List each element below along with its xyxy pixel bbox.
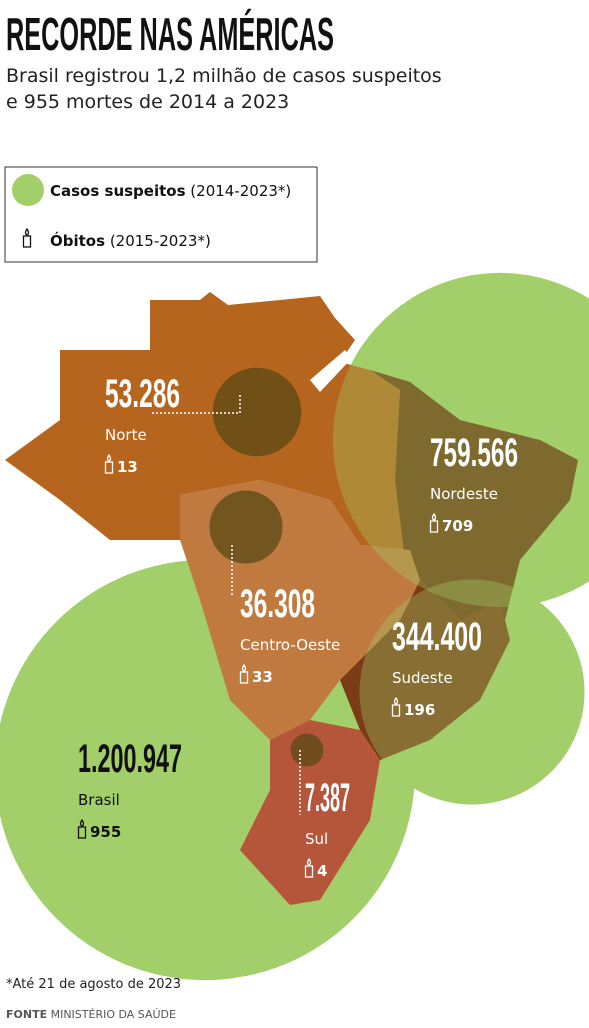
region-sul <box>240 720 380 905</box>
candle-icon <box>239 663 249 684</box>
region-name: Centro-Oeste <box>240 636 340 654</box>
region-name: Sul <box>305 830 328 848</box>
source: FONTE MINISTÉRIO DA SAÚDE <box>6 1008 176 1021</box>
death-count: 196 <box>404 701 435 719</box>
legend-box <box>4 166 318 263</box>
region-sudeste <box>340 580 510 760</box>
coast-detail <box>310 350 352 392</box>
candle-flame <box>79 818 85 827</box>
case-count: 7.387 <box>305 776 350 820</box>
candle-icon <box>77 818 87 839</box>
region-norte <box>5 292 410 550</box>
legend-swatch <box>12 174 44 206</box>
death-count: 709 <box>442 517 473 535</box>
region-name: Nordeste <box>430 485 498 503</box>
legend-label: Óbitos (2015-2023*) <box>50 231 211 250</box>
case-circle-overlay <box>359 579 585 805</box>
region-name: Norte <box>105 426 147 444</box>
case-circle-overlay <box>332 272 589 608</box>
candle-body <box>304 865 314 878</box>
region-labels: 53.286 Norte 13 759.566 Nordeste 709 36.308 Cen… <box>77 372 518 880</box>
title: RECORDE NAS AMÉRICAS <box>6 8 334 60</box>
candle-flame <box>106 453 112 462</box>
region-name: Brasil <box>78 791 120 809</box>
death-count: 33 <box>252 668 273 686</box>
case-count: 36.308 <box>240 582 315 626</box>
subtitle: e 955 mortes de 2014 a 2023 <box>6 91 289 113</box>
candle-flame <box>393 696 399 705</box>
case-count: 53.286 <box>105 372 180 416</box>
candle-icon <box>104 453 114 474</box>
candle-body <box>429 520 439 533</box>
death-count: 4 <box>317 862 327 880</box>
legend-candle <box>22 227 32 248</box>
case-circle <box>209 490 283 564</box>
candle-flame <box>431 512 437 521</box>
death-count: 955 <box>90 823 121 841</box>
candle-flame <box>241 663 247 672</box>
candle-body <box>391 704 401 717</box>
case-count: 759.566 <box>430 431 518 475</box>
note: *Até 21 de agosto de 2023 <box>6 977 181 992</box>
candle-body <box>239 671 249 684</box>
region-nordeste <box>370 370 578 640</box>
case-count: 1.200.947 <box>78 737 182 781</box>
case-circles-overlay <box>209 272 589 805</box>
region-name: Sudeste <box>392 669 453 687</box>
candle-flame <box>306 857 312 866</box>
death-count: 13 <box>117 458 138 476</box>
candle-icon <box>429 512 439 533</box>
candle-icon <box>391 696 401 717</box>
candle-body <box>77 826 87 839</box>
candle-icon <box>304 857 314 878</box>
case-count: 344.400 <box>392 615 482 659</box>
case-circle <box>212 367 302 457</box>
candle-body <box>104 461 114 474</box>
leaders <box>152 395 301 815</box>
legend-label: Casos suspeitos (2014-2023*) <box>50 182 291 200</box>
subtitle: Brasil registrou 1,2 milhão de casos sus… <box>6 65 442 87</box>
case-circle <box>290 733 324 767</box>
